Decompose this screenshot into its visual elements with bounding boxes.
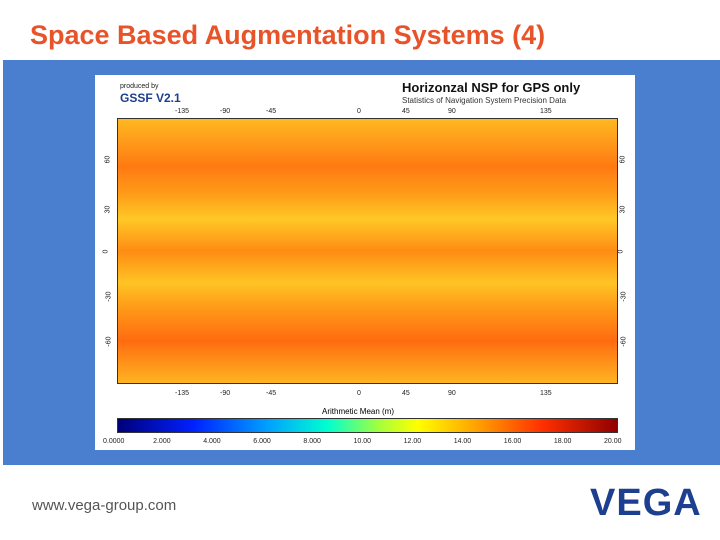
colorbar-tick-label: 8.000 (303, 438, 321, 445)
lon-label: 45 (402, 108, 410, 115)
credit: produced by (120, 83, 159, 90)
lat-label: 0 (617, 249, 625, 254)
lat-label: -30 (105, 291, 113, 302)
colorbar-tick-label: 10.00 (353, 438, 372, 445)
lon-label: 135 (540, 390, 552, 397)
colorbar-tick-label: 16.00 (503, 438, 522, 445)
lat-label: 30 (619, 205, 627, 214)
colorbar-tick-label: 0.0000 (103, 438, 125, 445)
colorbar-label: Arithmetic Mean (m) (322, 407, 395, 416)
figure-title: Horizonzal NSP for GPS only (402, 80, 581, 95)
lat-label: 60 (619, 155, 627, 164)
lon-label: 135 (540, 108, 552, 115)
lat-label: -30 (620, 291, 628, 302)
lon-label: -45 (266, 390, 277, 397)
lon-label: -90 (220, 390, 231, 397)
lat-label: 60 (104, 155, 112, 164)
lat-label: -60 (105, 336, 113, 347)
lon-label: 45 (402, 390, 410, 397)
lon-label: -135 (175, 108, 190, 115)
lon-label: 90 (448, 108, 456, 115)
colorbar-tick-label: 2.000 (153, 438, 171, 445)
lon-label: -135 (175, 390, 190, 397)
colorbar-tick-label: 20.00 (604, 438, 622, 445)
heatmap (117, 118, 618, 384)
lat-label: 0 (102, 249, 110, 254)
colorbar-tick-label: 4.000 (203, 438, 221, 445)
colorbar-tick-label: 12.00 (403, 438, 422, 445)
lon-label: 90 (448, 390, 456, 397)
colorbar (117, 418, 618, 433)
lon-label: 0 (357, 108, 361, 115)
colorbar-tick-label: 18.00 (553, 438, 572, 445)
lon-label: -45 (266, 108, 277, 115)
figure-subtitle: Statistics of Navigation System Precisio… (402, 96, 567, 105)
footer-url: www.vega-group.com (32, 497, 177, 514)
lat-label: 30 (104, 205, 112, 214)
lon-label: 0 (357, 390, 361, 397)
colorbar-tick-label: 6.000 (253, 438, 271, 445)
slide-title: Space Based Augmentation Systems (4) (30, 20, 546, 50)
logo: VEGA (590, 482, 702, 524)
lat-label: -60 (620, 336, 628, 347)
software: GSSF V2.1 (120, 91, 181, 105)
lon-label: -90 (220, 108, 231, 115)
colorbar-tick-label: 14.00 (453, 438, 472, 445)
